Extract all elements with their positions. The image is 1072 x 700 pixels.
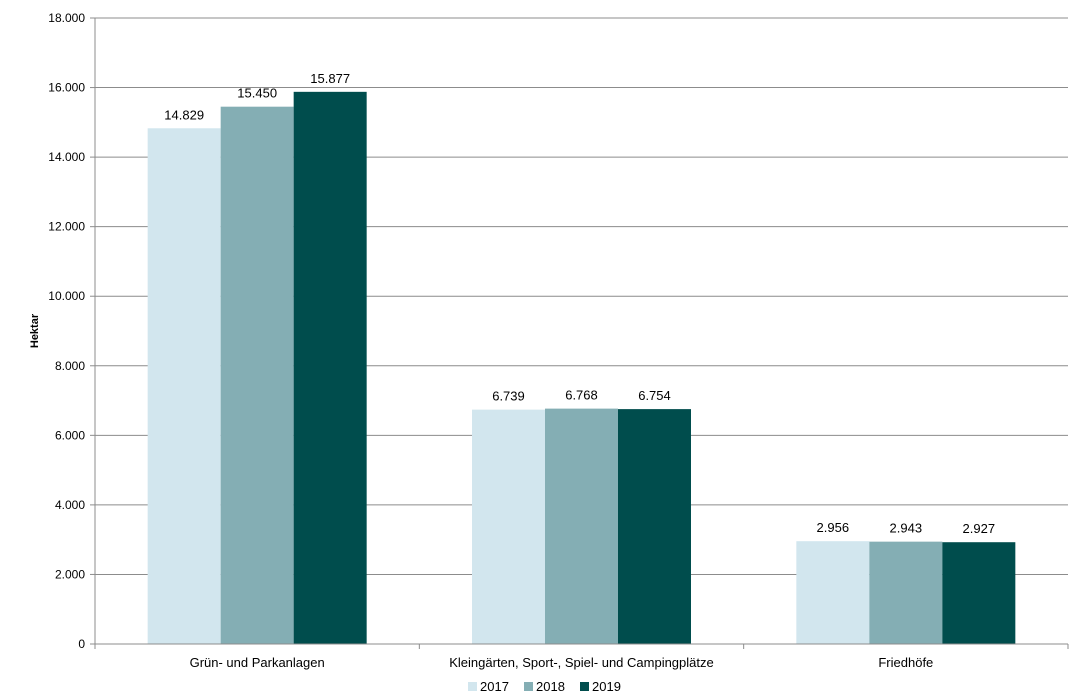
bar-2017 (147, 128, 221, 644)
y-tick-label: 18.000 (48, 11, 85, 25)
y-tick-label: 14.000 (48, 150, 85, 164)
data-labels: 14.829 15.450 15.877 6.739 6.768 6.754 2.956 2.… (164, 71, 995, 536)
axes (90, 17, 1069, 649)
bar-2018 (869, 541, 943, 644)
legend-swatch-2017 (468, 682, 477, 691)
data-label: 6.739 (492, 389, 525, 404)
bar-2017 (472, 409, 545, 644)
bar-2019 (618, 409, 691, 644)
data-label: 14.829 (164, 107, 204, 122)
y-tick-label: 6.000 (55, 428, 85, 442)
data-label: 2.943 (890, 521, 923, 536)
bar-2018 (545, 408, 618, 644)
legend-label: 2017 (480, 679, 509, 694)
data-label: 2.956 (817, 520, 850, 535)
y-tick-label: 4.000 (55, 498, 85, 512)
bar-2018 (220, 106, 294, 644)
legend: 2017 2018 2019 (468, 679, 621, 694)
bar-2019 (942, 542, 1016, 644)
y-tick-label: 10.000 (48, 289, 85, 303)
bar-2019 (293, 91, 367, 644)
legend-label: 2018 (536, 679, 565, 694)
y-tick-label: 0 (78, 637, 85, 651)
x-category-label: Grün- und Parkanlagen (190, 655, 325, 670)
legend-swatch-2019 (580, 682, 589, 691)
legend-label: 2019 (592, 679, 621, 694)
y-tick-label: 16.000 (48, 81, 85, 95)
y-tick-labels: 0 2.000 4.000 6.000 8.000 10.000 12.000 14.000 1… (48, 11, 85, 651)
x-category-label: Friedhöfe (878, 655, 933, 670)
legend-swatch-2018 (524, 682, 533, 691)
bar-2017 (796, 541, 870, 644)
y-tick-label: 12.000 (48, 220, 85, 234)
y-tick-label: 8.000 (55, 359, 85, 373)
y-tick-label: 2.000 (55, 567, 85, 581)
x-category-label: Kleingärten, Sport-, Spiel- und Campingp… (449, 655, 713, 670)
y-axis-label: Hektar (29, 313, 41, 348)
data-label: 2.927 (963, 521, 996, 536)
bars (147, 91, 1016, 644)
data-label: 6.754 (638, 388, 671, 403)
data-label: 15.877 (310, 71, 350, 86)
data-label: 15.450 (237, 86, 277, 101)
data-label: 6.768 (565, 388, 598, 403)
x-category-labels: Grün- und Parkanlagen Kleingärten, Sport-… (190, 655, 934, 670)
